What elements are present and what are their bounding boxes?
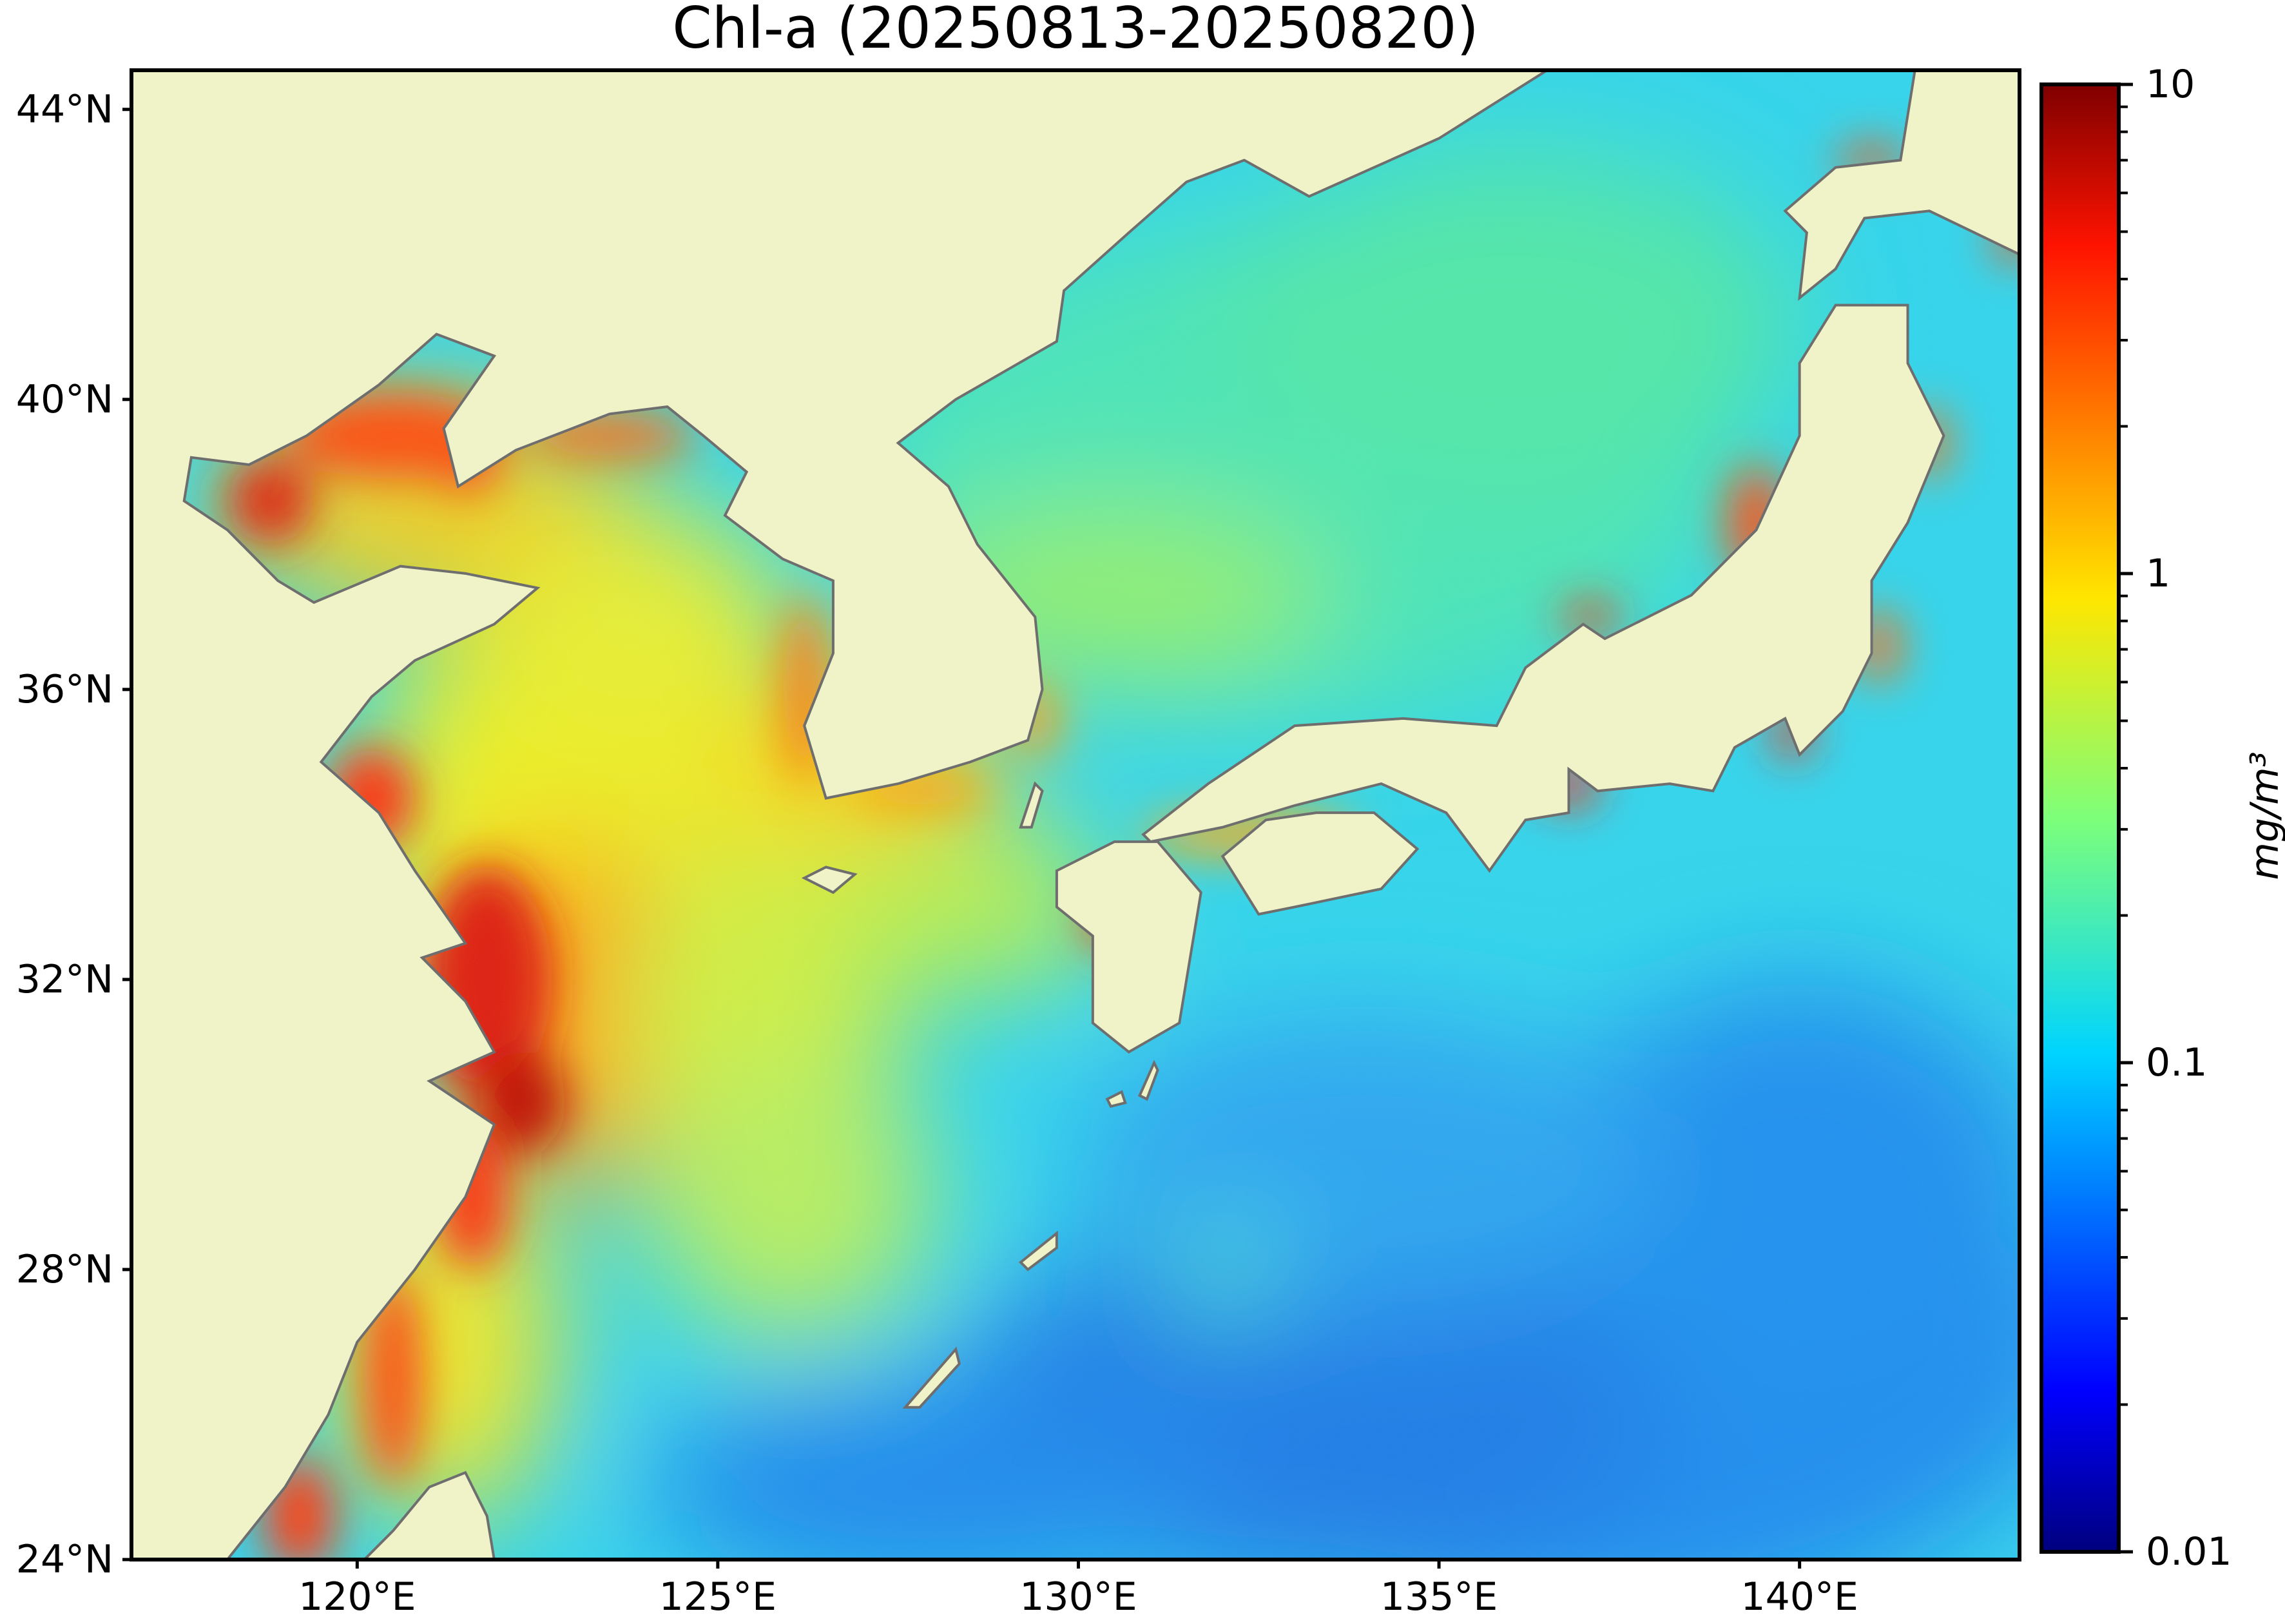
land-tanegashima [1138, 1059, 1159, 1101]
colorbar-ticks [2119, 82, 2133, 1554]
lat-tick-label: 36°N [15, 666, 113, 712]
lon-tick-label: 120°E [298, 1574, 416, 1619]
lat-tick-label: 28°N [15, 1246, 113, 1292]
lat-tick-label: 44°N [15, 86, 113, 132]
land-yakushima [1105, 1090, 1127, 1108]
land-mainland [131, 70, 1550, 1560]
colorbar-tick-label: 0.1 [2146, 1040, 2208, 1085]
land-jeju [801, 865, 858, 894]
land-tsushima [1019, 781, 1044, 829]
land-taiwan [362, 1471, 496, 1560]
colorbar [2039, 82, 2121, 1554]
lat-tick-label: 40°N [15, 376, 113, 422]
lon-tick-label: 130°E [1019, 1574, 1137, 1619]
lon-tick-label: 125°E [659, 1574, 777, 1619]
land [131, 70, 2020, 1560]
colorbar-tick-label: 1 [2146, 551, 2171, 596]
map-area [131, 70, 2020, 1560]
land-honshu [1141, 304, 1945, 873]
lon-tick-label: 135°E [1380, 1574, 1498, 1619]
colorbar-tick-label: 0.01 [2146, 1529, 2232, 1574]
lat-tick-label: 24°N [15, 1537, 113, 1582]
lat-tick-label: 32°N [15, 956, 113, 1002]
colorbar-tick-label: 10 [2146, 62, 2195, 107]
land-kyushu [1055, 840, 1202, 1054]
land-hokkaido [1783, 70, 2020, 301]
map-frame [130, 68, 2021, 1561]
land-shikoku [1220, 811, 1420, 916]
colorbar-unit-label: mg/m³ [2242, 751, 2285, 880]
land-amami [1018, 1230, 1058, 1271]
lon-tick-label: 140°E [1740, 1574, 1858, 1619]
axis-ticks [122, 108, 1802, 1569]
map-title: Chl-a (20250813-20250820) [672, 0, 1479, 61]
land-okinawa [902, 1346, 961, 1409]
